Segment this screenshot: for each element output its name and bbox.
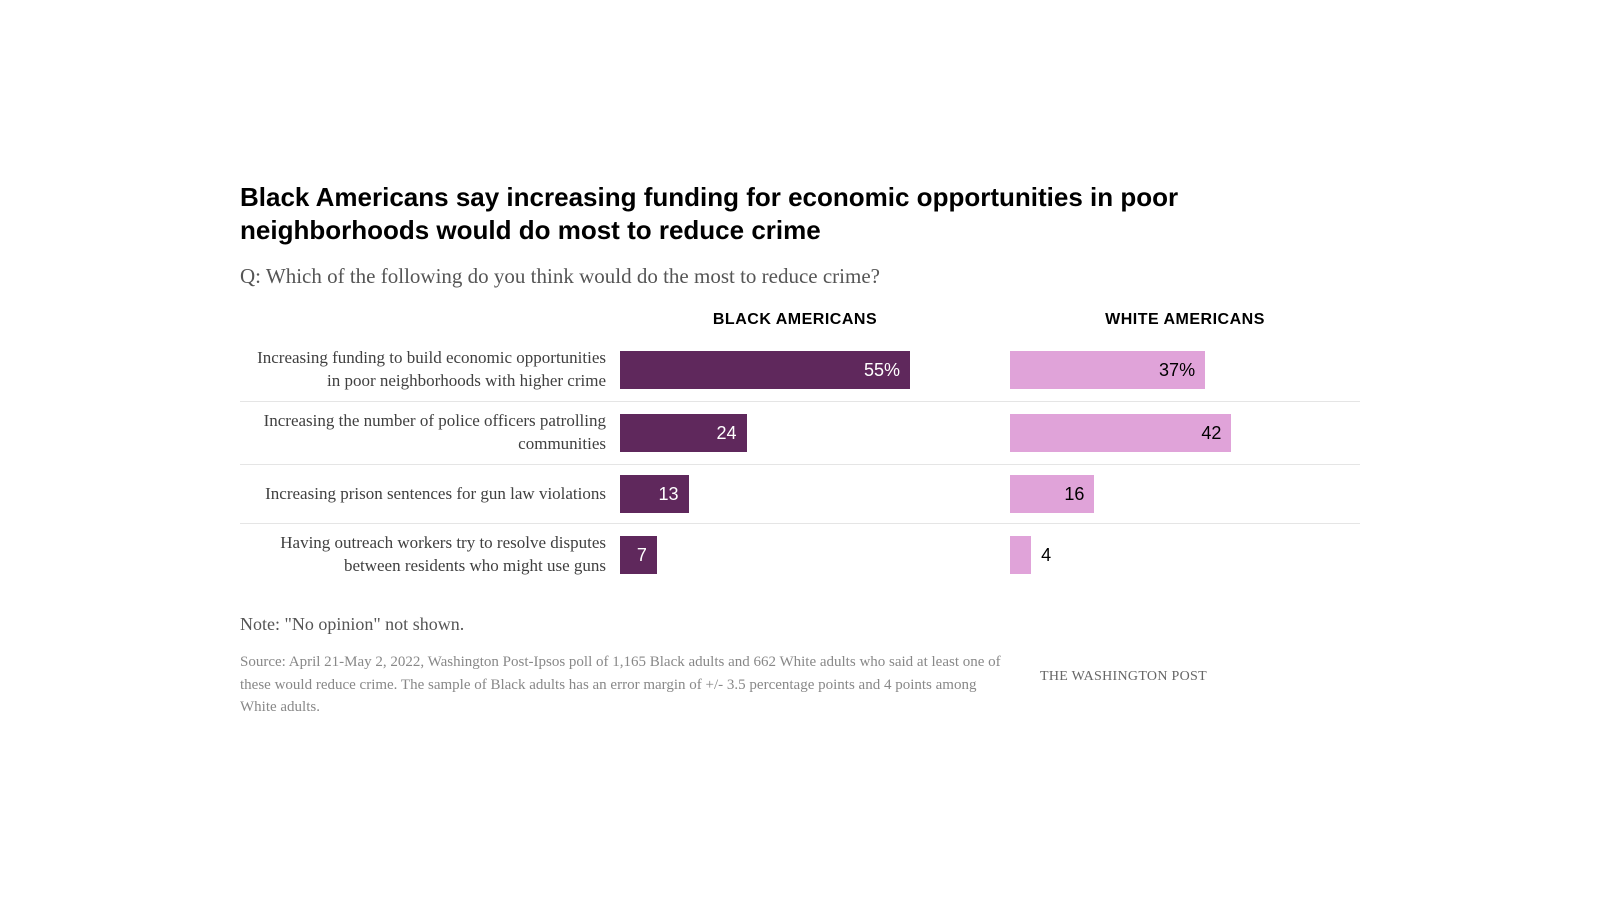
chart-row: Increasing the number of police officers…: [240, 402, 1360, 464]
bar-left: 24: [620, 414, 747, 452]
column-headers: BLACK AMERICANS WHITE AMERICANS: [240, 311, 1360, 329]
chart-note: Note: "No opinion" not shown.: [240, 614, 1360, 635]
row-label: Increasing prison sentences for gun law …: [240, 483, 620, 506]
bar-cell-left: 24: [620, 410, 970, 456]
chart-row: Having outreach workers try to resolve d…: [240, 524, 1360, 586]
bar-right: [1010, 536, 1031, 574]
chart-question: Q: Which of the following do you think w…: [240, 264, 1360, 289]
row-label: Increasing funding to build economic opp…: [240, 347, 620, 393]
bar-cell-left: 7: [620, 532, 970, 578]
bar-left: 7: [620, 536, 657, 574]
bar-cell-left: 13: [620, 473, 970, 515]
chart-attribution: THE WASHINGTON POST: [1040, 651, 1207, 685]
bar-right: 42: [1010, 414, 1231, 452]
chart-title: Black Americans say increasing funding f…: [240, 181, 1360, 246]
row-separator: [240, 523, 1360, 524]
bar-value-right: 4: [1031, 536, 1051, 574]
bar-cell-right: 4: [1010, 532, 1360, 578]
bar-cell-right: 37%: [1010, 347, 1360, 393]
chart-rows: Increasing funding to build economic opp…: [240, 339, 1360, 586]
chart-row: Increasing prison sentences for gun law …: [240, 465, 1360, 523]
bar-right: 16: [1010, 475, 1094, 513]
bar-left: 55%: [620, 351, 910, 389]
bar-right: 37%: [1010, 351, 1205, 389]
row-separator: [240, 401, 1360, 402]
chart-row: Increasing funding to build economic opp…: [240, 339, 1360, 401]
poll-chart: Black Americans say increasing funding f…: [200, 161, 1400, 738]
row-separator: [240, 464, 1360, 465]
bar-left: 13: [620, 475, 689, 513]
source-row: Source: April 21-May 2, 2022, Washington…: [240, 651, 1360, 719]
bar-cell-right: 42: [1010, 410, 1360, 456]
chart-source: Source: April 21-May 2, 2022, Washington…: [240, 651, 1010, 719]
row-label: Having outreach workers try to resolve d…: [240, 532, 620, 578]
col-header-right: WHITE AMERICANS: [1010, 311, 1360, 329]
bar-cell-right: 16: [1010, 473, 1360, 515]
bar-cell-left: 55%: [620, 347, 970, 393]
row-label: Increasing the number of police officers…: [240, 410, 620, 456]
col-header-left: BLACK AMERICANS: [620, 311, 970, 329]
